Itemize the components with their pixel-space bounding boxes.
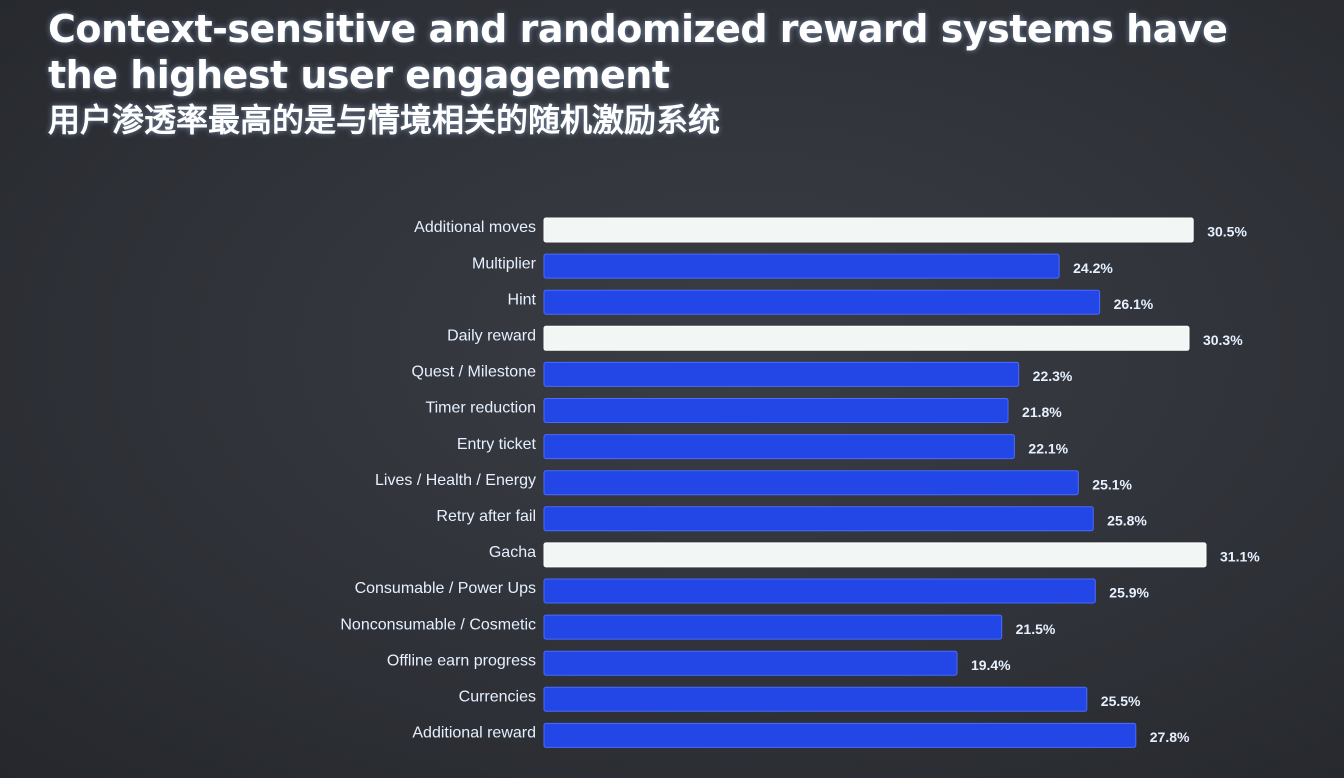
category-label: Offline earn progress [387,652,536,669]
category-label: Retry after fail [436,508,536,525]
category-label: Additional reward [412,725,536,742]
value-label: 25.1% [1092,476,1132,492]
chart-title: Context-sensitive and randomized reward … [48,7,1228,97]
value-label: 27.8% [1150,729,1190,745]
value-label: 19.4% [971,657,1011,673]
value-label: 30.3% [1203,332,1243,348]
category-label: Multiplier [472,255,537,272]
bar-consumable-power-ups [543,578,1096,604]
value-label: 25.9% [1109,585,1149,601]
value-label: 30.5% [1207,224,1247,240]
bar-daily-reward [543,325,1190,351]
category-label: Entry ticket [457,436,537,453]
chart-title-chinese: 用户渗透率最高的是与情境相关的随机激励系统 [48,101,721,139]
category-label: Quest / Milestone [412,364,537,381]
value-label: 24.2% [1073,260,1113,276]
category-label: Daily reward [447,328,536,345]
bar-hint [543,289,1101,315]
bar-retry-after-fail [543,506,1094,532]
category-label: Timer reduction [425,400,536,417]
bar-currencies [543,686,1088,712]
value-label: 21.5% [1016,621,1056,637]
bar-multiplier [543,253,1060,279]
category-label: Nonconsumable / Cosmetic [340,616,536,633]
value-label: 22.1% [1028,440,1068,456]
category-label: Currencies [459,689,536,706]
category-label: Consumable / Power Ups [355,580,536,597]
value-label: 25.8% [1107,513,1147,529]
value-label: 21.8% [1022,404,1062,420]
category-label: Lives / Health / Energy [375,472,536,489]
title-block: Context-sensitive and randomized reward … [48,6,1308,140]
value-label: 26.1% [1114,296,1154,312]
bar-gacha [543,542,1207,568]
bar-additional-moves [543,217,1194,243]
bar-timer-reduction [543,398,1009,423]
bar-offline-earn-progress [543,650,958,676]
value-label: 22.3% [1033,368,1073,384]
bar-quest-milestone [543,361,1020,387]
category-label: Gacha [489,544,536,561]
value-label: 31.1% [1220,549,1260,565]
bar-entry-ticket [543,434,1015,460]
value-label: 25.5% [1101,693,1141,709]
bar-additional-reward [543,722,1137,748]
category-label: Hint [508,291,537,308]
bar-nonconsumable-cosmetic [543,614,1003,640]
bar-lives-health-energy [543,470,1079,496]
category-label: Additional moves [414,219,536,236]
